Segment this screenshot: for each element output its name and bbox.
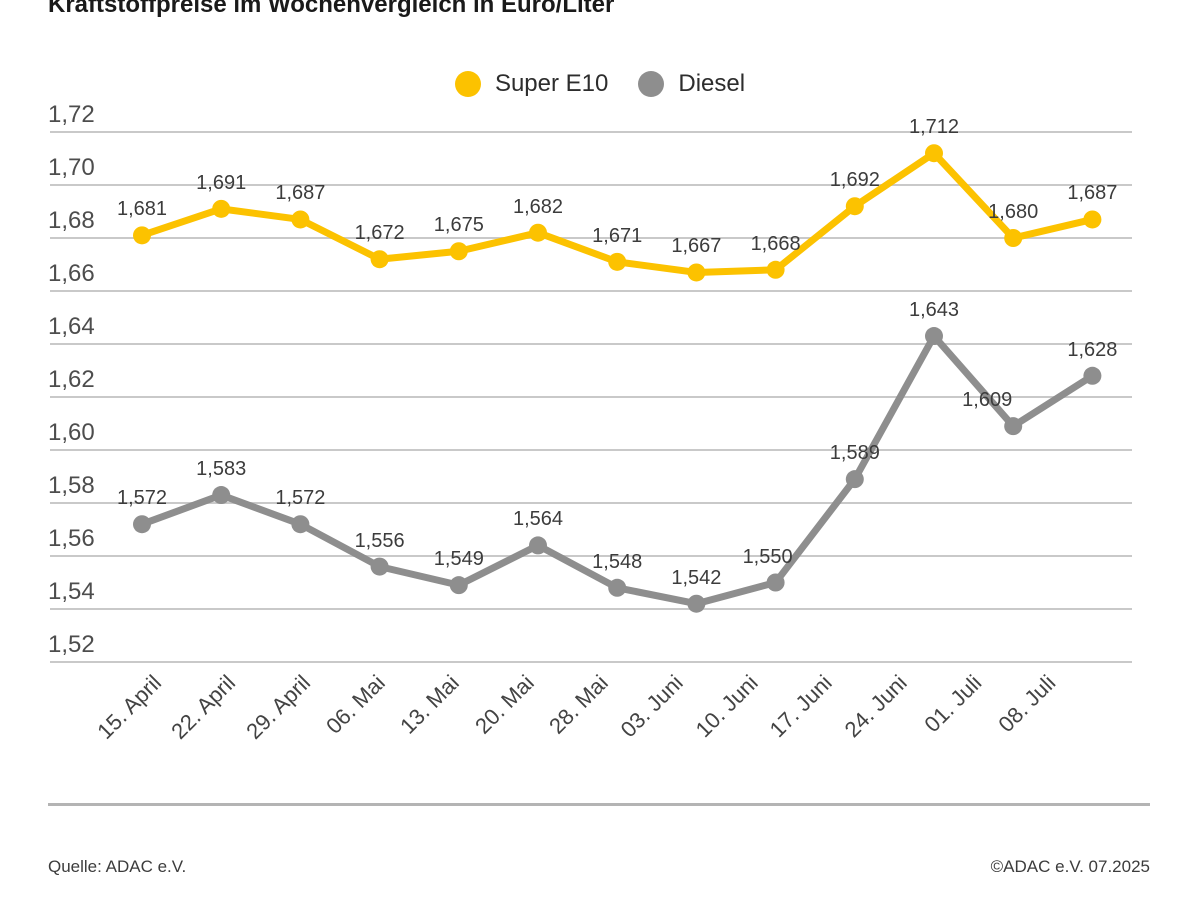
footer-divider <box>48 803 1150 806</box>
data-label: 1,550 <box>742 545 793 568</box>
data-point-marker <box>1004 417 1023 436</box>
data-label: 1,671 <box>592 224 643 247</box>
data-point-marker <box>133 515 151 534</box>
data-point-marker <box>449 242 468 261</box>
data-point-marker <box>925 144 943 163</box>
data-point-marker <box>845 470 864 489</box>
y-axis-tick-label: 1,64 <box>48 313 95 340</box>
legend-label-super-e10: Super E10 <box>494 70 609 97</box>
data-label: 1,667 <box>671 235 722 258</box>
y-axis-tick-label: 1,52 <box>48 631 95 658</box>
y-axis-tick-label: 1,72 <box>48 101 95 128</box>
page-title: Kraftstoffpreise im Wochenvergleich in E… <box>48 0 615 18</box>
copyright-note: ©ADAC e.V. 07.2025 <box>990 857 1150 876</box>
data-label: 1,572 <box>116 487 168 510</box>
data-point-marker <box>133 226 151 245</box>
data-label: 1,549 <box>433 548 484 571</box>
data-point-marker <box>845 197 864 216</box>
data-label: 1,542 <box>671 566 722 589</box>
legend-item-diesel: Diesel <box>638 70 745 98</box>
data-label: 1,628 <box>1067 338 1118 361</box>
data-point-marker <box>1083 210 1102 229</box>
data-label: 1,589 <box>829 442 880 465</box>
data-point-marker <box>925 327 943 346</box>
data-point-marker <box>449 576 468 595</box>
data-label: 1,672 <box>354 222 405 245</box>
y-axis-tick-label: 1,56 <box>48 525 95 552</box>
data-label: 1,643 <box>908 299 960 322</box>
source-note: Quelle: ADAC e.V. <box>48 857 187 876</box>
y-axis-tick-label: 1,60 <box>48 419 95 446</box>
data-label: 1,548 <box>592 550 643 573</box>
y-axis-tick-label: 1,54 <box>48 578 95 605</box>
data-point-marker <box>1083 366 1102 385</box>
data-label: 1,675 <box>433 214 484 237</box>
y-axis-tick-label: 1,70 <box>48 154 95 181</box>
y-axis-tick-label: 1,66 <box>48 260 95 287</box>
data-label: 1,687 <box>1067 182 1118 205</box>
data-point-marker <box>291 515 310 534</box>
data-label: 1,682 <box>512 195 564 218</box>
data-point-marker <box>766 573 785 592</box>
data-point-marker <box>608 578 627 597</box>
data-point-marker <box>1004 229 1023 247</box>
data-point-marker <box>291 210 310 229</box>
legend: Super E10 Diesel <box>0 70 1200 98</box>
legend-label-diesel: Diesel <box>678 70 746 97</box>
series-color-dot-icon <box>638 71 665 97</box>
y-axis-tick-label: 1,62 <box>48 366 95 393</box>
data-label: 1,556 <box>354 529 405 552</box>
y-axis-tick-label: 1,58 <box>48 472 95 499</box>
data-point-marker <box>766 260 785 279</box>
data-point-marker <box>370 250 389 269</box>
series-color-dot-icon <box>454 71 481 97</box>
legend-item-super-e10: Super E10 <box>454 70 609 98</box>
data-label: 1,572 <box>275 487 326 510</box>
data-point-marker <box>212 486 231 505</box>
data-label: 1,583 <box>196 458 247 481</box>
data-label: 1,680 <box>988 201 1039 223</box>
data-label: 1,712 <box>908 116 960 139</box>
data-point-marker <box>529 223 547 242</box>
data-point-marker <box>529 536 547 555</box>
data-label: 1,692 <box>829 169 880 192</box>
data-point-marker <box>687 594 706 613</box>
data-label: 1,668 <box>750 232 801 255</box>
data-point-marker <box>370 557 389 576</box>
data-label: 1,564 <box>512 508 564 531</box>
data-label: 1,691 <box>196 171 247 194</box>
data-point-marker <box>687 263 706 282</box>
data-label: 1,687 <box>275 182 326 205</box>
data-point-marker <box>212 199 231 218</box>
data-label: 1,681 <box>116 198 168 221</box>
data-label: 1,609 <box>962 389 1013 412</box>
data-point-marker <box>608 252 627 271</box>
y-axis-tick-label: 1,68 <box>48 207 95 234</box>
